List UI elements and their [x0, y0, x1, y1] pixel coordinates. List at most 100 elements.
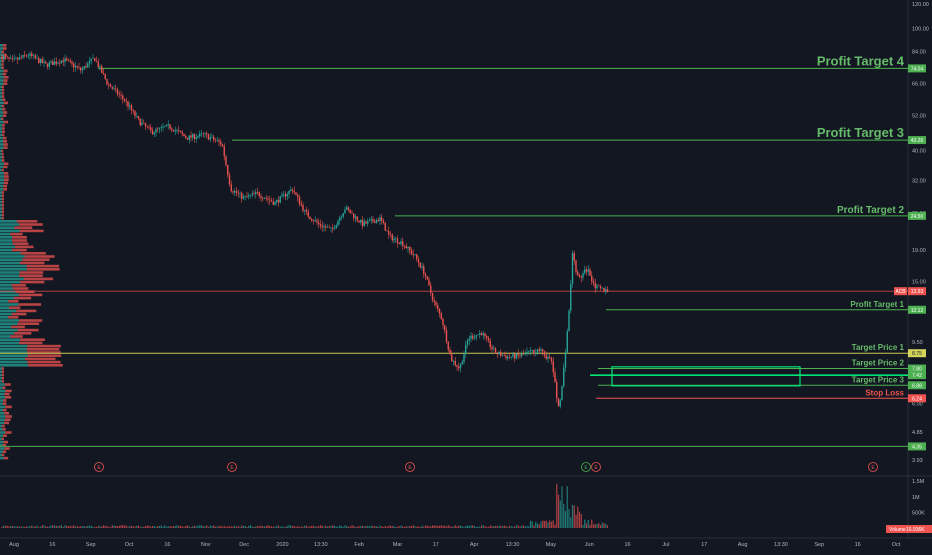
profile-bar-up	[0, 357, 25, 361]
profile-bar-up	[0, 143, 4, 146]
price-tick-label: 120.00	[912, 2, 929, 8]
profile-bar-down	[3, 101, 8, 105]
price-tick-label: 15.00	[912, 279, 926, 285]
candle-body	[323, 226, 325, 228]
candle-body	[578, 274, 581, 277]
volume-bar	[185, 525, 187, 528]
profile-bar-up	[0, 453, 2, 457]
volume-bar	[24, 526, 26, 528]
volume-bar	[489, 525, 491, 528]
volume-bar	[297, 526, 299, 528]
volume-bar	[528, 526, 530, 528]
volume-bar	[223, 525, 225, 528]
volume-bar	[151, 525, 154, 528]
level-tag-bg	[908, 381, 926, 390]
earnings-marker[interactable]: E	[591, 462, 601, 472]
candle-body	[426, 276, 428, 280]
profile-bar-down	[14, 296, 32, 300]
candle-body	[479, 333, 481, 335]
candle-body	[43, 61, 45, 63]
candle-body	[228, 175, 231, 185]
volume-bar	[358, 526, 360, 528]
volume-bar	[188, 526, 190, 528]
volume-bar	[274, 526, 276, 528]
level-label: Target Price 2	[852, 359, 905, 368]
candle-body	[589, 269, 591, 276]
volume-profile	[0, 44, 63, 460]
volume-bar	[281, 526, 283, 528]
profile-bar-down	[5, 396, 12, 399]
volume-bar	[118, 525, 120, 528]
earnings-marker[interactable]: E	[405, 462, 415, 472]
price-tick-label: 40.00	[912, 149, 926, 155]
profile-bar-down	[3, 69, 8, 73]
volume-bar	[48, 526, 50, 528]
profile-bar-down	[12, 236, 27, 239]
profile-bar-down	[1, 159, 5, 162]
profile-bar-down	[3, 181, 9, 185]
candle-body	[293, 190, 295, 193]
profile-bar-up	[0, 165, 4, 169]
profile-bar-down	[1, 152, 4, 156]
candle-body	[66, 58, 68, 61]
candle-body	[314, 220, 316, 222]
candle-body	[451, 354, 453, 362]
time-tick-label: Aug	[9, 542, 19, 548]
volume-bar	[557, 494, 560, 528]
volume-bar	[484, 526, 486, 528]
profile-bar-down	[3, 178, 9, 181]
candle-body	[130, 105, 133, 111]
candle-body	[605, 289, 607, 292]
candle-body	[549, 357, 551, 358]
candle-body	[230, 184, 232, 192]
candle-body	[179, 131, 182, 133]
profile-bar-down	[2, 424, 5, 428]
time-tick-label: 16	[164, 542, 170, 548]
candle-body	[48, 62, 50, 67]
earnings-marker[interactable]: E	[227, 462, 237, 472]
time-tick-label: Jun	[585, 542, 594, 548]
volume-bar	[298, 527, 301, 528]
candle-body	[309, 216, 311, 219]
profile-bar-down	[1, 156, 5, 159]
profile-bar-down	[2, 399, 7, 402]
profile-bar-up	[0, 69, 4, 73]
candle-body	[286, 194, 288, 197]
volume-bar	[8, 526, 10, 528]
volume-bar	[60, 525, 63, 528]
profile-bar-up	[0, 296, 15, 300]
level-tag-bg	[908, 211, 926, 220]
profile-bar-up	[0, 300, 9, 303]
volume-bar	[256, 525, 259, 528]
level-label: Target Price 3	[852, 375, 905, 384]
volume-bar	[143, 526, 145, 528]
earnings-marker[interactable]: E	[94, 462, 104, 472]
volume-bar	[66, 525, 68, 528]
earnings-marker[interactable]: E	[581, 462, 591, 472]
price-tick-label: 66.00	[912, 82, 926, 88]
time-axis[interactable]: Aug 16 Sep Oct 16 Nov Dec 2020 13:30 Feb Mar 17 Apr 1…	[9, 542, 901, 548]
volume-bar	[435, 525, 437, 528]
profile-bar-up	[0, 92, 2, 95]
candle-body	[109, 84, 112, 88]
candle-body	[535, 352, 537, 354]
candle-body	[244, 196, 246, 197]
volume-bar	[580, 514, 582, 528]
profile-bar-up	[0, 268, 27, 271]
earnings-marker[interactable]: E	[868, 462, 878, 472]
profile-bar-down	[3, 140, 7, 143]
volume-bar	[409, 525, 411, 528]
profile-bar-up	[0, 328, 18, 332]
candle-body	[214, 139, 217, 141]
volume-bar	[284, 526, 287, 528]
level-tag: 12.12	[911, 308, 924, 314]
volume-bar	[463, 527, 465, 528]
profile-bar-down	[1, 149, 4, 153]
volume-bar	[550, 521, 553, 528]
candle-body	[409, 246, 411, 251]
volume-bar	[594, 524, 596, 528]
profile-bar-up	[0, 389, 6, 393]
